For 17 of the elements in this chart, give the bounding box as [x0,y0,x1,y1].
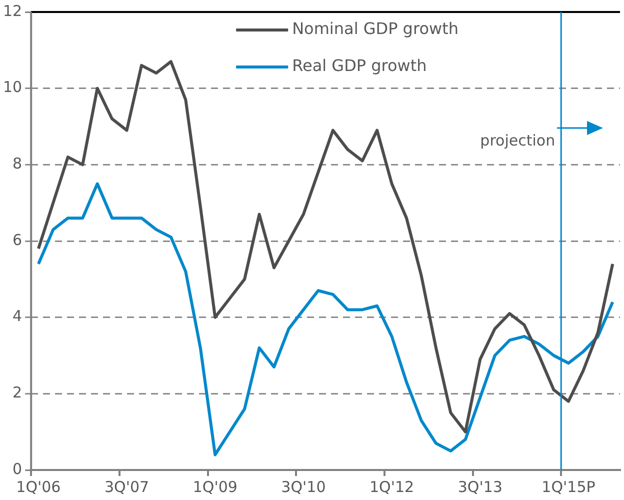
y-tick-label: 0 [12,460,22,478]
y-tick-label: 10 [2,78,22,96]
x-tick-label: 3Q'13 [458,478,502,496]
legend-label: Nominal GDP growth [292,19,458,38]
x-tick-label: 3Q'10 [281,478,326,496]
y-tick-label: 4 [12,307,22,326]
legend-label: Real GDP growth [292,56,427,76]
ref-line-label: projection [480,132,556,150]
x-tick-label: 1Q'12 [370,478,414,496]
x-tick-label: 1Q'06 [16,478,61,496]
x-tick-label: 3Q'07 [104,478,150,496]
y-tick-label: 6 [12,230,22,249]
x-tick-label: 1Q'15P [542,478,596,496]
x-tick-label: 1Q'09 [192,478,238,496]
y-tick-label: 8 [12,154,22,173]
y-tick-label: 12 [2,2,22,20]
y-tick-label: 2 [12,384,22,402]
